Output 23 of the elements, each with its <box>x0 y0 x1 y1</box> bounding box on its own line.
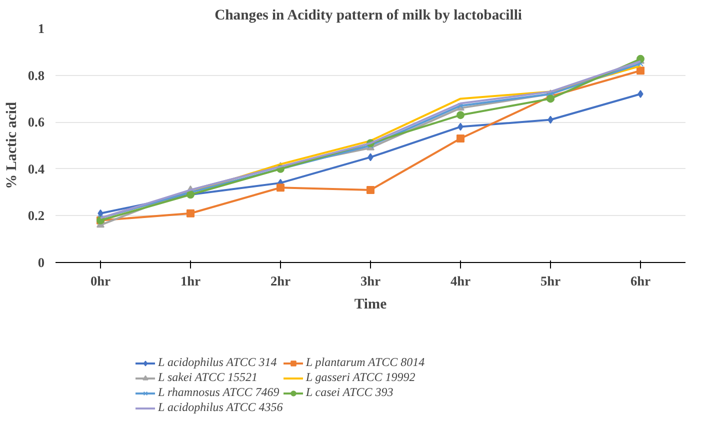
legend-label: L casei ATCC 393 <box>306 385 394 400</box>
x-tick-label: 4hr <box>450 274 471 288</box>
legend-label: L rhamnosus ATCC 7469 <box>158 385 280 400</box>
y-tick-label: 1 <box>38 21 45 36</box>
x-axis-title: Time <box>354 296 388 312</box>
x-tick-label: 3hr <box>360 274 381 288</box>
x-tick-label: 6hr <box>630 274 651 288</box>
x-tick-label: 2hr <box>270 274 291 288</box>
y-tick-label: 0.2 <box>28 208 45 224</box>
legend-label: L sakei ATCC 15521 <box>158 370 258 385</box>
x-tick-label: 0hr <box>90 274 111 288</box>
y-tick-label: 0 <box>38 255 45 270</box>
legend-label: L acidophilus ATCC 4356 <box>158 400 283 415</box>
x-tick-label: 5hr <box>540 274 561 288</box>
legend-label: L plantarum ATCC 8014 <box>306 355 425 370</box>
x-tick-label: 1hr <box>180 274 201 288</box>
legend-label: L gasseri ATCC 19992 <box>306 370 416 385</box>
legend-label: L acidophilus ATCC 314 <box>158 355 277 370</box>
chart-title: Changes in Acidity pattern of milk by lactobacilli <box>214 8 522 24</box>
y-tick-label: 0.6 <box>28 114 45 130</box>
y-axis-title: % Lactic acid <box>4 102 20 190</box>
y-tick-label: 0.8 <box>28 68 45 83</box>
y-tick-label: 0.4 <box>28 161 45 176</box>
